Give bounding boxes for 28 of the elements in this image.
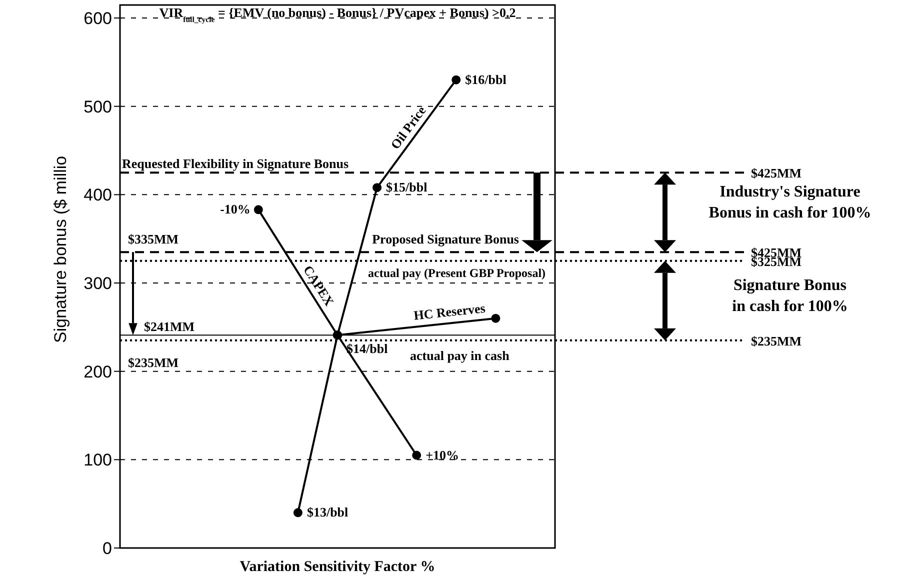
y-tick-label: 100 [84,450,112,470]
text: Signature Bonus in cash for 100% [732,277,848,316]
y-tick-label: 400 [84,186,112,205]
y-tick-label: 300 [84,274,112,294]
annotation: +10% [426,447,460,462]
x-axis-title: Variation Sensitivity Factor % [240,559,436,575]
annotation: $15/bbl [386,180,428,195]
y-tick-label: 0 [102,539,112,558]
annotation: actual pay (Present GBP Proposal) [368,266,546,280]
y-tick-label: 600 [84,9,112,28]
annotation: Requested Flexibility in Signature Bonus [122,156,349,172]
y-tick-label: 500 [84,97,112,116]
chart-title: VIR$_{full_cycle}$ = {EMV (no bonus) - Bonus} / PVcapex + Bonus) >0.2 [159,5,516,24]
ref-line-label: $241MM [144,319,195,334]
annotation: $235MM [128,354,179,370]
annotation: -10% [220,202,250,217]
ref-line-label: $425MM [751,166,802,181]
annotation: Proposed Signature Bonus [372,231,519,246]
text: Industry's Signature Bonus in cash for 100% [708,183,872,222]
y-tick-label: 200 [84,362,112,382]
annotation: $16/bbl [465,72,507,87]
annotation: actual pay in cash [410,348,510,363]
text: HC Reserves [412,300,486,323]
annotation: $335MM [128,231,179,246]
ref-line-label: $235MM [751,333,802,348]
annotation: $14/bbl [346,341,388,356]
y-axis-title: Signature bonus ($ millio [51,156,70,343]
annotation: $13/bbl [306,504,349,520]
